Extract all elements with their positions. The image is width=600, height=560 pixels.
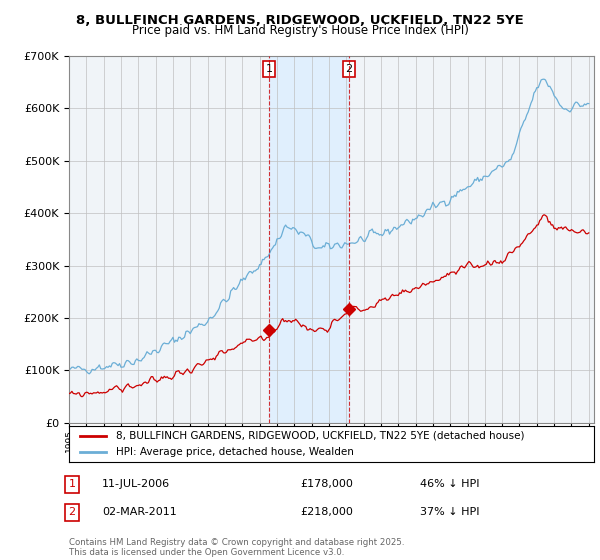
Text: £218,000: £218,000	[300, 507, 353, 517]
Text: Contains HM Land Registry data © Crown copyright and database right 2025.
This d: Contains HM Land Registry data © Crown c…	[69, 538, 404, 557]
Text: 8, BULLFINCH GARDENS, RIDGEWOOD, UCKFIELD, TN22 5YE: 8, BULLFINCH GARDENS, RIDGEWOOD, UCKFIEL…	[76, 14, 524, 27]
Text: 11-JUL-2006: 11-JUL-2006	[102, 479, 170, 489]
Bar	[269, 56, 349, 423]
Text: 1: 1	[265, 64, 272, 74]
Text: 2: 2	[346, 64, 353, 74]
Text: 37% ↓ HPI: 37% ↓ HPI	[420, 507, 479, 517]
Text: 2: 2	[68, 507, 76, 517]
Text: 8, BULLFINCH GARDENS, RIDGEWOOD, UCKFIELD, TN22 5YE (detached house): 8, BULLFINCH GARDENS, RIDGEWOOD, UCKFIEL…	[116, 431, 525, 441]
Text: £178,000: £178,000	[300, 479, 353, 489]
Text: 1: 1	[68, 479, 76, 489]
Text: HPI: Average price, detached house, Wealden: HPI: Average price, detached house, Weal…	[116, 447, 354, 457]
Text: 46% ↓ HPI: 46% ↓ HPI	[420, 479, 479, 489]
Text: Price paid vs. HM Land Registry's House Price Index (HPI): Price paid vs. HM Land Registry's House …	[131, 24, 469, 37]
Text: 02-MAR-2011: 02-MAR-2011	[102, 507, 177, 517]
